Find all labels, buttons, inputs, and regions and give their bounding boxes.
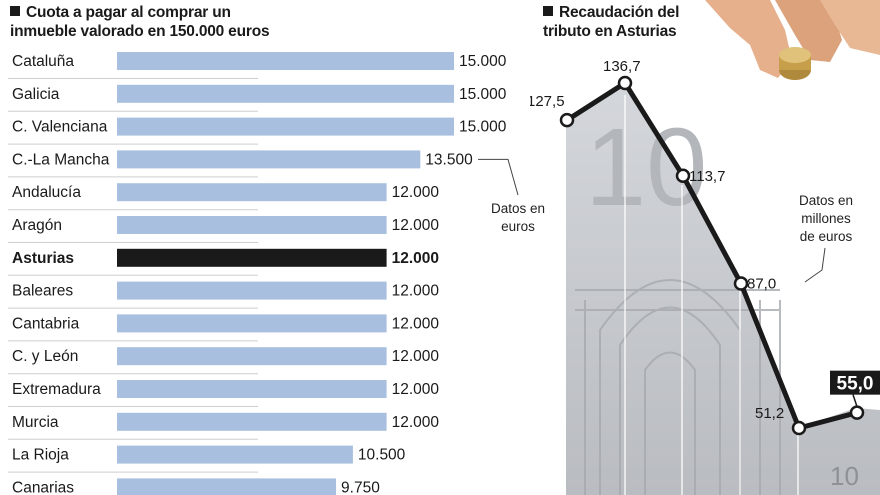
data-label: 113,7 <box>689 168 725 185</box>
category-label: Galicia <box>12 86 60 103</box>
value-label: 12.000 <box>392 283 440 300</box>
highlight-label-pointer <box>852 394 858 407</box>
banknote-background: 10 10 <box>566 82 880 495</box>
bar-chart-title-line2: inmueble valorado en 150.000 euros <box>10 23 270 40</box>
bar <box>117 412 387 431</box>
category-label: C. y León <box>12 348 78 365</box>
bar <box>117 52 454 70</box>
value-label: 12.000 <box>392 184 440 201</box>
data-point <box>617 75 633 91</box>
category-label: Cantabria <box>12 315 80 332</box>
value-label: 12.000 <box>392 250 439 267</box>
bar-units-note-line1: Datos en <box>490 201 546 216</box>
bar <box>117 347 387 366</box>
value-label: 15.000 <box>459 119 507 136</box>
note-leader-line <box>804 247 826 283</box>
note-leader-line <box>478 158 519 196</box>
category-label: Aragón <box>12 217 62 234</box>
bar <box>117 117 454 136</box>
bar <box>117 314 387 333</box>
value-label: 13.500 <box>425 151 473 168</box>
category-label: Cataluña <box>12 53 74 70</box>
bar-units-note-line2: euros <box>501 219 535 234</box>
title-square-icon <box>543 6 553 16</box>
category-label: Asturias <box>12 250 74 267</box>
category-label: C.-La Mancha <box>12 151 110 168</box>
bar <box>117 183 387 202</box>
data-label: 55,0 <box>837 374 874 395</box>
value-label: 12.000 <box>392 414 440 431</box>
value-label: 15.000 <box>459 86 507 103</box>
hand-holding-coin-image <box>705 0 880 80</box>
value-label: 15.000 <box>459 53 507 70</box>
line-units-note: Datos en millones de euros <box>785 192 867 246</box>
line-units-note-line1: Datos en <box>798 193 854 208</box>
highlight-label-bg <box>830 370 880 395</box>
data-point <box>849 405 865 420</box>
data-point <box>733 276 749 291</box>
svg-text:10: 10 <box>585 106 707 229</box>
data-point <box>559 112 575 128</box>
category-label: C. Valenciana <box>12 119 108 136</box>
category-label: Canarias <box>12 479 74 495</box>
data-point <box>675 168 691 184</box>
line-units-note-line2: millones <box>801 211 851 226</box>
value-label: 12.000 <box>392 348 440 365</box>
line-chart-title-line2: tributo en Asturias <box>543 23 677 40</box>
value-label: 12.000 <box>392 217 440 234</box>
line-chart-title-line1: Recaudación del <box>559 4 680 21</box>
bar <box>117 281 387 300</box>
data-label: 127,5 <box>530 93 565 110</box>
value-label: 10.500 <box>358 447 406 464</box>
value-label: 12.000 <box>392 381 440 398</box>
bar <box>117 150 421 169</box>
category-label: Andalucía <box>12 184 81 201</box>
bar-units-note: Datos en euros <box>482 200 554 236</box>
data-label: 136,7 <box>603 58 641 75</box>
category-label: Baleares <box>12 283 73 300</box>
line-chart-title: Recaudación del tributo en Asturias <box>543 3 713 41</box>
category-label: La Rioja <box>12 447 69 464</box>
category-label: Murcia <box>12 414 59 431</box>
svg-text:10: 10 <box>830 461 859 491</box>
bar <box>117 84 454 103</box>
bar-chart: Cataluña 15.000 Galicia 15.000 C. Valenciana… <box>8 52 519 495</box>
bar <box>117 478 337 495</box>
category-label: Extremadura <box>12 381 101 398</box>
bar-chart-title: Cuota a pagar al comprar un inmueble val… <box>10 3 330 41</box>
series-line <box>565 80 858 431</box>
data-label: 87,0 <box>747 276 776 293</box>
bar <box>117 380 387 398</box>
bar <box>117 445 353 464</box>
bar-chart-title-line1: Cuota a pagar al comprar un <box>26 4 231 21</box>
bar <box>117 216 387 234</box>
data-label: 51,2 <box>755 405 784 422</box>
line-chart: 10 10 127,5 136,7 113,7 87,0 51,2 55,0 <box>530 0 880 495</box>
title-square-icon <box>10 6 20 16</box>
line-units-note-line3: de euros <box>799 229 853 244</box>
bar <box>117 248 387 267</box>
data-point <box>791 420 807 436</box>
value-label: 9.750 <box>341 479 380 495</box>
value-label: 12.000 <box>392 315 440 332</box>
